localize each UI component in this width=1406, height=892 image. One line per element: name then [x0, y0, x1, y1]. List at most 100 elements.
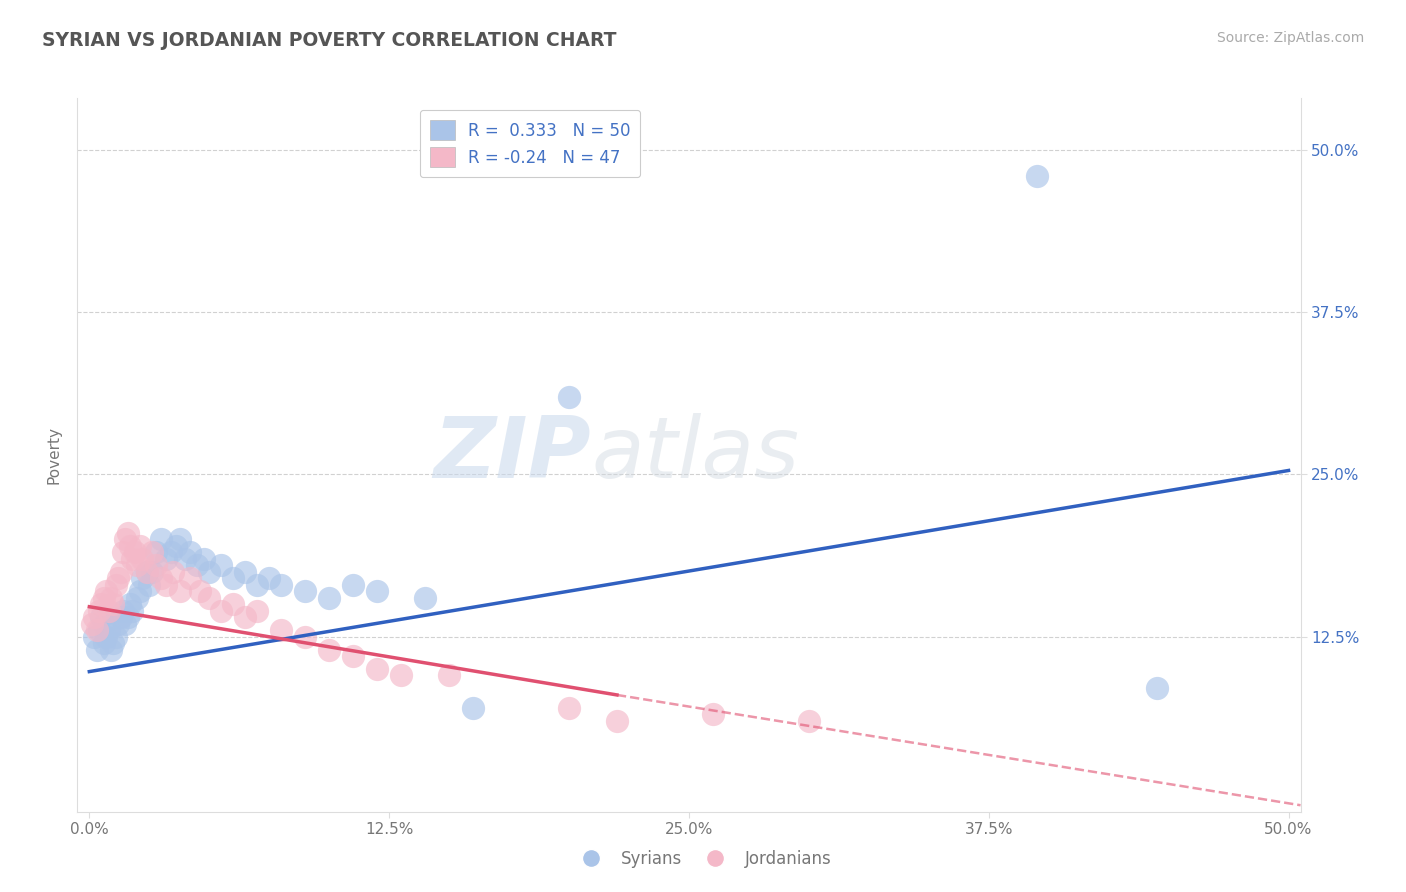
Point — [114, 616, 136, 631]
Point — [121, 551, 143, 566]
Point — [110, 565, 132, 579]
Point — [107, 571, 129, 585]
Point — [87, 604, 110, 618]
Point — [94, 584, 117, 599]
Point — [437, 668, 460, 682]
Point — [107, 616, 129, 631]
Text: SYRIAN VS JORDANIAN POVERTY CORRELATION CHART: SYRIAN VS JORDANIAN POVERTY CORRELATION … — [42, 31, 617, 50]
Point — [128, 584, 150, 599]
Point — [169, 584, 191, 599]
Point — [1025, 169, 1047, 183]
Point — [131, 551, 153, 566]
Point — [138, 577, 160, 591]
Point — [93, 636, 115, 650]
Point — [222, 571, 245, 585]
Point — [558, 701, 581, 715]
Point — [797, 714, 820, 728]
Point — [135, 565, 157, 579]
Text: Source: ZipAtlas.com: Source: ZipAtlas.com — [1216, 31, 1364, 45]
Point — [104, 577, 127, 591]
Point — [389, 668, 412, 682]
Point — [188, 584, 211, 599]
Point — [366, 584, 388, 599]
Legend: Syrians, Jordanians: Syrians, Jordanians — [568, 844, 838, 875]
Point — [93, 591, 115, 605]
Point — [209, 558, 232, 573]
Y-axis label: Poverty: Poverty — [46, 425, 62, 484]
Point — [97, 604, 120, 618]
Point — [145, 558, 167, 573]
Point — [155, 577, 177, 591]
Point — [270, 623, 292, 637]
Point — [209, 604, 232, 618]
Point — [150, 533, 173, 547]
Point — [150, 571, 173, 585]
Point — [90, 597, 112, 611]
Point — [222, 597, 245, 611]
Point — [160, 545, 183, 559]
Point — [120, 597, 142, 611]
Point — [294, 630, 316, 644]
Text: ZIP: ZIP — [433, 413, 591, 497]
Point — [246, 577, 269, 591]
Point — [80, 616, 103, 631]
Point — [124, 545, 146, 559]
Point — [111, 545, 134, 559]
Point — [135, 565, 157, 579]
Point — [145, 545, 167, 559]
Point — [100, 591, 122, 605]
Point — [366, 662, 388, 676]
Point — [257, 571, 280, 585]
Point — [233, 565, 256, 579]
Point — [193, 551, 215, 566]
Point — [97, 623, 120, 637]
Point — [104, 630, 127, 644]
Point — [174, 551, 197, 566]
Point — [318, 642, 340, 657]
Point — [127, 558, 149, 573]
Point — [318, 591, 340, 605]
Point — [94, 630, 117, 644]
Point — [270, 577, 292, 591]
Point — [342, 648, 364, 663]
Point — [86, 623, 108, 637]
Point — [198, 565, 221, 579]
Point — [120, 539, 142, 553]
Point — [111, 604, 134, 618]
Point — [86, 642, 108, 657]
Point — [110, 610, 132, 624]
Point — [100, 642, 122, 657]
Point — [83, 610, 105, 624]
Point — [155, 551, 177, 566]
Point — [131, 571, 153, 585]
Point — [342, 577, 364, 591]
Point — [141, 545, 163, 559]
Text: atlas: atlas — [591, 413, 799, 497]
Point — [162, 565, 184, 579]
Point — [87, 623, 110, 637]
Point — [169, 533, 191, 547]
Point — [83, 630, 105, 644]
Point — [93, 616, 115, 631]
Point — [141, 565, 163, 579]
Point — [606, 714, 628, 728]
Point — [246, 604, 269, 618]
Point — [90, 610, 112, 624]
Point — [165, 539, 187, 553]
Legend: R =  0.333   N = 50, R = -0.24   N = 47: R = 0.333 N = 50, R = -0.24 N = 47 — [419, 110, 640, 178]
Point — [103, 636, 125, 650]
Point — [461, 701, 484, 715]
Point — [121, 604, 143, 618]
Point — [702, 707, 724, 722]
Point — [127, 591, 149, 605]
Point — [117, 610, 139, 624]
Point — [233, 610, 256, 624]
Point — [198, 591, 221, 605]
Point — [114, 533, 136, 547]
Point — [558, 390, 581, 404]
Point — [294, 584, 316, 599]
Point — [179, 545, 201, 559]
Point — [413, 591, 436, 605]
Point — [128, 539, 150, 553]
Point — [117, 525, 139, 540]
